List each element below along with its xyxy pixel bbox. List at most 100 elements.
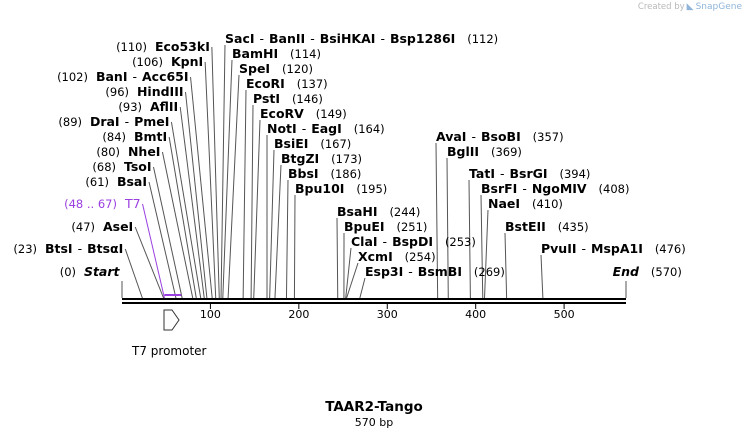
enzyme-separator: -	[301, 121, 307, 136]
enzyme-name: BspDI	[392, 234, 434, 249]
site-label-clai[interactable]: ClaI - BspDI (253)	[351, 234, 476, 250]
enzyme-name: Bpu10I	[295, 181, 345, 196]
site-label-pvuii[interactable]: PvuII - MspA1I (476)	[541, 241, 686, 257]
site-label-bmti[interactable]: (84) BmtI	[102, 129, 167, 145]
enzyme-name: BsoBI	[480, 129, 521, 144]
enzyme-name: NotI	[267, 121, 297, 136]
enzyme-name: EcoRV	[260, 106, 304, 121]
site-position: (254)	[404, 250, 436, 264]
leader-line	[134, 226, 165, 299]
enzyme-name: BglII	[447, 144, 480, 159]
site-label-drai[interactable]: (89) DraI - PmeI	[58, 114, 169, 130]
site-label-tati[interactable]: TatI - BsrGI (394)	[469, 166, 590, 182]
site-label-bsrfi[interactable]: BsrFI - NgoMIV (408)	[481, 181, 629, 197]
site-label-esp3i[interactable]: Esp3I - BsmBI (269)	[365, 264, 505, 280]
enzyme-name: BsiHKAI	[319, 31, 376, 46]
site-label-hind[interactable]: (96) HindIII	[105, 84, 183, 100]
site-position: (106)	[132, 55, 163, 69]
site-label-end[interactable]: End (570)	[613, 264, 682, 280]
site-position: (0)	[59, 265, 76, 279]
site-label-kpni[interactable]: (106) KpnI	[132, 54, 203, 70]
site-position: (84)	[102, 130, 126, 144]
feature-label[interactable]: T7 promoter	[132, 344, 207, 358]
site-label-bsahi[interactable]: BsaHI (244)	[337, 204, 420, 220]
site-position: (476)	[654, 242, 686, 256]
site-label-bamhi[interactable]: BamHI (114)	[232, 46, 321, 62]
enzyme-separator: -	[408, 264, 413, 279]
snapgene-logo-icon: ◣	[686, 2, 694, 12]
site-label-start[interactable]: (0) Start	[60, 264, 120, 280]
leader-line	[336, 217, 339, 299]
site-label-bbsi[interactable]: BbsI (186)	[288, 166, 361, 182]
leader-line	[211, 46, 220, 299]
feature-arrow-icon[interactable]	[163, 309, 180, 331]
site-label-spei[interactable]: SpeI (120)	[239, 61, 313, 77]
site-label-bglii[interactable]: BglII (369)	[447, 144, 522, 160]
site-label-bpu10[interactable]: Bpu10I (195)	[295, 181, 387, 197]
site-label-btsi[interactable]: (23) BtsI - BtsαI	[13, 241, 123, 257]
leader-line	[222, 59, 233, 299]
site-label-bsiei[interactable]: BsiEI (167)	[274, 136, 351, 152]
leader-line	[168, 136, 197, 299]
site-label-t7[interactable]: (48 .. 67) T7	[64, 196, 140, 212]
site-label-bpuei[interactable]: BpuEI (251)	[344, 219, 427, 235]
tick-label: 200	[288, 308, 310, 321]
enzyme-name: BamHI	[232, 46, 279, 61]
site-label-avai[interactable]: AvaI - BsoBI (357)	[436, 129, 564, 145]
enzyme-name: PstI	[253, 91, 281, 106]
site-position: (186)	[330, 167, 362, 181]
site-label-nhei[interactable]: (80) NheI	[96, 144, 160, 160]
site-enzymes: BanI - Acc65I	[96, 69, 189, 84]
site-enzymes: DraI - PmeI	[90, 114, 169, 129]
enzyme-name: T7	[124, 196, 141, 211]
site-enzymes: SpeI	[239, 61, 270, 76]
tick-label: 100	[199, 308, 221, 321]
leader-line	[124, 248, 143, 299]
site-position: (195)	[356, 182, 388, 196]
site-label-afli[interactable]: (93) AflII	[118, 99, 178, 115]
site-position: (173)	[331, 152, 363, 166]
site-label-xcmi[interactable]: XcmI (254)	[358, 249, 436, 265]
site-enzymes: NheI	[128, 144, 161, 159]
site-label-sacI[interactable]: SacI - BanII - BsiHKAI - Bsp1286I (112)	[225, 31, 498, 47]
site-enzymes: BbsI	[288, 166, 319, 181]
enzyme-name: BsmBI	[417, 264, 462, 279]
site-enzymes: AseI	[103, 219, 133, 234]
site-label-tsoi[interactable]: (68) TsoI	[92, 159, 151, 175]
site-enzymes: BtgZI	[281, 151, 319, 166]
enzyme-name: Bsp1286I	[389, 31, 456, 46]
site-label-naei[interactable]: NaeI (410)	[488, 196, 563, 212]
site-enzymes: End	[613, 264, 639, 279]
enzyme-name: EagI	[311, 121, 342, 136]
site-label-bani[interactable]: (102) BanI - Acc65I	[57, 69, 188, 85]
enzyme-name: End	[612, 264, 639, 279]
site-label-bsai[interactable]: (61) BsaI	[85, 174, 147, 190]
site-position: (68)	[92, 160, 116, 174]
site-label-noti[interactable]: NotI - EagI (164)	[267, 121, 385, 137]
site-enzymes: BtsI - BtsαI	[45, 241, 123, 256]
enzyme-name: NgoMIV	[531, 181, 587, 196]
enzyme-name: XcmI	[358, 249, 393, 264]
enzyme-name: ClaI	[351, 234, 378, 249]
site-position: (137)	[296, 77, 328, 91]
site-label-eco53[interactable]: (110) Eco53kI	[116, 39, 210, 55]
enzyme-name: Esp3I	[365, 264, 404, 279]
site-label-ecori[interactable]: EcoRI (137)	[246, 76, 328, 92]
site-position: (570)	[650, 265, 682, 279]
site-label-psti[interactable]: PstI (146)	[253, 91, 323, 107]
site-label-btgzi[interactable]: BtgZI (173)	[281, 151, 362, 167]
site-label-ecorv[interactable]: EcoRV (149)	[260, 106, 347, 122]
site-enzymes: Esp3I - BsmBI	[365, 264, 462, 279]
site-position: (47)	[71, 220, 95, 234]
site-label-bsteii[interactable]: BstEII (435)	[505, 219, 589, 235]
enzyme-name: BsiEI	[274, 136, 309, 151]
enzyme-name: BsaI	[116, 174, 148, 189]
enzyme-separator: -	[132, 69, 137, 84]
enzyme-separator: -	[522, 181, 527, 196]
enzyme-name: DraI	[89, 114, 120, 129]
site-position: (23)	[13, 242, 37, 256]
site-label-asei[interactable]: (47) AseI	[71, 219, 133, 235]
enzyme-name: SacI	[225, 31, 255, 46]
site-enzymes: XcmI	[358, 249, 393, 264]
tick-label: 500	[553, 308, 575, 321]
